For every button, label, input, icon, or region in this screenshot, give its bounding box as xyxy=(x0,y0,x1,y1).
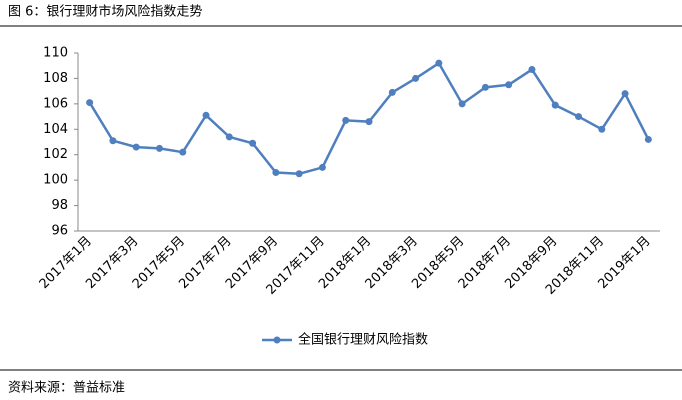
data-point xyxy=(342,116,350,124)
data-point xyxy=(481,83,489,91)
data-point xyxy=(202,111,210,119)
data-point xyxy=(458,100,466,108)
y-tick-label: 106 xyxy=(43,96,68,111)
legend-marker xyxy=(273,336,281,344)
y-tick-label: 100 xyxy=(43,173,68,188)
data-point xyxy=(86,99,94,107)
data-point xyxy=(388,88,396,96)
data-point xyxy=(505,81,513,89)
data-point xyxy=(598,125,606,133)
data-point xyxy=(225,133,233,141)
data-point xyxy=(155,144,163,152)
data-point xyxy=(272,169,280,177)
y-tick-label: 108 xyxy=(43,71,68,86)
legend-label: 全国银行理财风险指数 xyxy=(298,332,428,348)
y-tick-label: 98 xyxy=(51,198,68,213)
y-tick-label: 102 xyxy=(43,147,68,162)
data-point xyxy=(365,118,373,126)
data-point xyxy=(249,139,257,147)
data-point xyxy=(132,143,140,151)
data-point xyxy=(109,137,117,145)
data-point xyxy=(551,101,559,109)
data-point xyxy=(179,148,187,156)
data-point xyxy=(435,59,443,67)
y-tick-label: 110 xyxy=(43,46,68,61)
data-point xyxy=(318,163,326,171)
data-point xyxy=(644,135,652,143)
data-point xyxy=(528,66,536,74)
data-point xyxy=(295,170,303,178)
source-note: 资料来源：普益标准 xyxy=(8,381,125,396)
data-point xyxy=(621,90,629,98)
data-point xyxy=(575,113,583,121)
data-point xyxy=(412,74,420,82)
y-tick-label: 96 xyxy=(51,224,68,239)
chart-title: 图 6：银行理财市场风险指数走势 xyxy=(8,4,202,20)
y-tick-label: 104 xyxy=(43,122,68,137)
